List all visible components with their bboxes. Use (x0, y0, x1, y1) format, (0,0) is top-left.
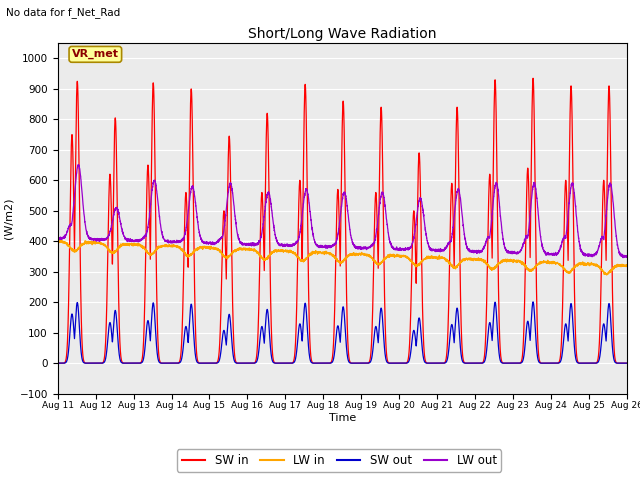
SW out (470, 360, 478, 366)
SW out (439, 360, 447, 366)
LW in (623, 263, 631, 269)
SW out (623, 360, 631, 366)
LW out (439, 247, 447, 253)
SW out (623, 360, 630, 366)
Line: SW in: SW in (58, 78, 627, 363)
SW in (623, 360, 630, 366)
LW in (470, 256, 478, 262)
SW in (439, 360, 447, 366)
Y-axis label: (W/m2): (W/m2) (4, 198, 14, 239)
SW in (321, 360, 329, 366)
LW in (439, 256, 447, 262)
SW in (54, 360, 61, 366)
LW in (603, 272, 611, 278)
SW in (470, 360, 478, 366)
LW in (54, 238, 61, 244)
SW in (156, 359, 164, 364)
LW out (54, 235, 61, 241)
Title: Short/Long Wave Radiation: Short/Long Wave Radiation (248, 27, 436, 41)
LW out (502, 247, 510, 253)
SW out (156, 360, 164, 366)
SW out (321, 360, 329, 366)
LW in (54, 238, 62, 243)
Line: SW out: SW out (58, 302, 627, 363)
Line: LW in: LW in (58, 240, 627, 275)
SW out (54, 360, 61, 366)
X-axis label: Time: Time (329, 413, 356, 423)
LW in (321, 250, 329, 255)
SW in (623, 360, 631, 366)
LW in (623, 262, 630, 268)
LW out (156, 220, 164, 226)
LW in (502, 257, 510, 263)
LW out (75, 162, 83, 168)
SW in (502, 360, 510, 366)
Legend: SW in, LW in, SW out, LW out: SW in, LW in, SW out, LW out (177, 449, 502, 472)
SW in (529, 75, 537, 81)
Line: LW out: LW out (58, 165, 627, 258)
SW out (502, 360, 510, 366)
SW out (529, 299, 537, 305)
LW out (470, 249, 478, 255)
LW out (321, 242, 329, 248)
LW in (156, 244, 164, 250)
Text: No data for f_Net_Rad: No data for f_Net_Rad (6, 7, 121, 18)
LW out (623, 254, 630, 260)
LW out (620, 255, 627, 261)
Text: VR_met: VR_met (72, 49, 119, 60)
LW out (623, 254, 631, 260)
